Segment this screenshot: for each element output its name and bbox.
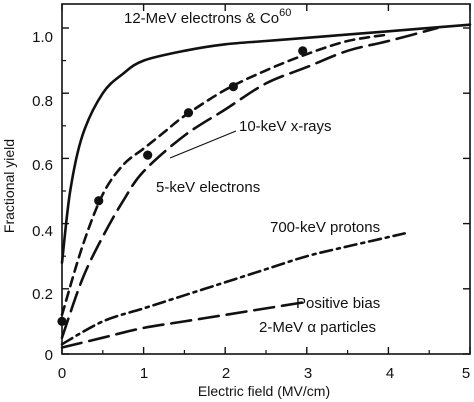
x-axis-title: Electric field (MV/cm) [198, 383, 330, 399]
data-point [228, 82, 238, 92]
data-point [57, 316, 67, 326]
series-line-0 [60, 23, 472, 264]
x-tick-label: 1 [140, 365, 148, 382]
label-5kev-electrons: 5-keV electrons [156, 179, 260, 196]
series-line-4 [60, 300, 309, 349]
label-10kev-xrays: 10-keV x-rays [239, 118, 332, 135]
points-layer [57, 46, 308, 326]
label-12mev-electrons-text: 12-MeV electrons & Co [124, 10, 279, 27]
label-12mev-electrons: 12-MeV electrons & Co60 [124, 7, 291, 27]
plot-border [61, 3, 471, 355]
y-tick-label: 0 [45, 347, 53, 364]
series-line-3 [60, 232, 406, 346]
y-tick-label: 0.4 [32, 223, 53, 240]
y-tick-label: 0.8 [32, 93, 53, 110]
label-700kev-protons: 700-keV protons [270, 219, 380, 236]
leader-10kev-xrays [169, 130, 237, 159]
y-tick-label: 0.6 [32, 157, 53, 174]
series-line-2 [60, 26, 439, 339]
x-tick-label: 4 [386, 365, 394, 382]
label-12mev-electrons-superscript: 60 [279, 7, 291, 19]
label-2mev-alpha: 2-MeV α particles [259, 319, 376, 336]
data-point [298, 46, 308, 56]
x-tick-label: 0 [58, 365, 66, 382]
x-tick-label: 5 [462, 365, 470, 382]
y-tick-label: 0.2 [32, 286, 53, 303]
label-positive-bias: Positive bias [296, 295, 380, 312]
y-tick-label: 1.0 [32, 29, 53, 46]
plot-frame [61, 3, 471, 355]
data-point [183, 108, 194, 118]
series-line-1 [60, 33, 390, 317]
data-point [143, 150, 153, 160]
x-tick-label: 2 [222, 365, 230, 382]
axis-ticks [61, 4, 471, 355]
data-point [94, 196, 104, 206]
leader-lines [169, 130, 237, 159]
series-layer [60, 23, 472, 349]
x-tick-label: 3 [304, 365, 312, 382]
y-axis-title: Fractional yield [1, 139, 17, 233]
